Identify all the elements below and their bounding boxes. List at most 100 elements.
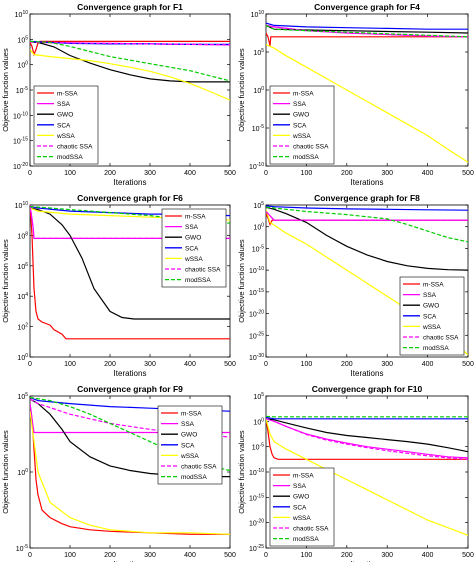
legend-label: GWO xyxy=(181,432,197,439)
series-line-m-ssa xyxy=(266,418,468,460)
legend-label: chaotic SSA xyxy=(185,267,221,274)
legend-label: m-SSA xyxy=(185,214,206,221)
y-tick-label: 100 xyxy=(253,86,264,95)
legend-label: SCA xyxy=(423,313,437,320)
chart-title: Convergence graph for F6 xyxy=(77,193,183,203)
y-tick-label: 10-5 xyxy=(252,124,264,133)
x-tick-label: 400 xyxy=(422,552,434,559)
legend-label: modSSA xyxy=(293,154,319,161)
y-tick-label: 10-20 xyxy=(13,162,28,171)
chart-panel-4: Convergence graph for F8 Iterations Object… xyxy=(237,193,474,378)
legend: m-SSA SSA GWO SCA wSSA chaotic SSA modSSA xyxy=(33,85,99,165)
legend: m-SSA SSA GWO SCA wSSA chaotic SSA modSSA xyxy=(161,208,227,288)
x-tick-label: 400 xyxy=(422,170,434,177)
y-tick-label: 10-25 xyxy=(249,544,264,553)
y-tick-label: 10-5 xyxy=(252,244,264,253)
series-line-sca xyxy=(266,416,468,420)
series-line-modssa xyxy=(30,40,230,82)
series-line-wssa xyxy=(30,411,230,535)
series-line-chaotic-ssa xyxy=(266,24,468,38)
legend-label: wSSA xyxy=(56,133,75,140)
legend-label: wSSA xyxy=(292,515,311,522)
legend-label: GWO xyxy=(57,112,73,119)
x-axis-label: Iterations xyxy=(114,369,147,378)
x-tick-label: 100 xyxy=(64,361,76,368)
x-tick-label: 500 xyxy=(462,170,474,177)
x-axis-label: Iterations xyxy=(351,369,384,378)
x-tick-label: 100 xyxy=(301,552,313,559)
series-line-gwo xyxy=(266,206,468,271)
series-line-modssa xyxy=(266,24,468,38)
legend-label: SSA xyxy=(57,101,71,108)
x-tick-label: 0 xyxy=(264,361,268,368)
chart-title: Convergence graph for F9 xyxy=(77,384,183,394)
x-tick-label: 200 xyxy=(104,361,116,368)
y-axis-label: Objective function values xyxy=(1,239,10,323)
y-tick-label: 105 xyxy=(253,201,264,210)
y-axis-label: Objective function values xyxy=(237,430,246,514)
x-tick-label: 100 xyxy=(64,552,76,559)
chart-panel-1: Convergence graph for F1 Iterations Object… xyxy=(1,2,236,187)
y-tick-label: 10-10 xyxy=(249,266,264,275)
legend-label: SCA xyxy=(293,122,307,129)
y-axis-label: Objective function values xyxy=(1,430,10,514)
y-tick-label: 10-20 xyxy=(249,310,264,319)
legend: m-SSA SSA GWO SCA wSSA chaotic SSA modSSA xyxy=(157,405,223,485)
y-tick-label: 10-20 xyxy=(249,519,264,528)
legend-label: chaotic SSA xyxy=(57,144,93,151)
legend-label: SCA xyxy=(185,245,199,252)
y-tick-label: 10-5 xyxy=(16,544,28,553)
series-line-modssa xyxy=(266,206,468,243)
x-tick-label: 200 xyxy=(104,170,116,177)
y-tick-label: 100 xyxy=(253,417,264,426)
y-tick-label: 1010 xyxy=(15,201,29,210)
chart-title: Convergence graph for F10 xyxy=(312,384,423,394)
x-tick-label: 0 xyxy=(264,552,268,559)
y-tick-label: 104 xyxy=(17,292,28,301)
x-axis-label: Iterations xyxy=(114,560,147,562)
legend: m-SSA SSA GWO SCA wSSA chaotic SSA modSSA xyxy=(269,467,335,547)
y-tick-label: 10-10 xyxy=(249,468,264,477)
chart-panel-3: Convergence graph for F6 Iterations Object… xyxy=(1,193,236,378)
x-tick-label: 300 xyxy=(381,361,393,368)
y-tick-label: 100 xyxy=(17,353,28,362)
series-line-gwo xyxy=(30,41,230,83)
x-tick-label: 500 xyxy=(224,552,236,559)
y-tick-label: 100 xyxy=(17,468,28,477)
y-tick-label: 10-15 xyxy=(13,137,28,146)
series-line-wssa xyxy=(266,418,468,536)
series-line-modssa xyxy=(266,415,468,418)
x-tick-label: 0 xyxy=(28,170,32,177)
legend-label: modSSA xyxy=(181,474,207,481)
y-axis-label: Objective function values xyxy=(237,48,246,132)
legend-label: modSSA xyxy=(423,345,449,352)
y-tick-label: 105 xyxy=(17,392,28,401)
series-line-gwo xyxy=(30,207,230,320)
legend-label: m-SSA xyxy=(423,282,444,289)
x-tick-label: 100 xyxy=(64,170,76,177)
legend-label: wSSA xyxy=(184,256,203,263)
legend-label: wSSA xyxy=(422,324,441,331)
y-tick-label: 105 xyxy=(17,35,28,44)
x-tick-label: 400 xyxy=(422,361,434,368)
y-tick-label: 105 xyxy=(253,48,264,57)
y-tick-label: 10-25 xyxy=(249,331,264,340)
x-tick-label: 300 xyxy=(144,361,156,368)
legend-label: chaotic SSA xyxy=(423,335,459,342)
y-tick-label: 1010 xyxy=(15,10,29,19)
legend-label: wSSA xyxy=(292,133,311,140)
series-line-gwo xyxy=(266,418,468,453)
chart-title: Convergence graph for F8 xyxy=(314,193,420,203)
legend-label: SSA xyxy=(185,224,199,231)
legend-label: SSA xyxy=(181,421,195,428)
y-tick-label: 10-15 xyxy=(249,493,264,502)
y-tick-label: 100 xyxy=(253,223,264,232)
chart-title: Convergence graph for F1 xyxy=(77,2,183,12)
x-tick-label: 0 xyxy=(28,552,32,559)
x-tick-label: 500 xyxy=(462,552,474,559)
series-line-modssa xyxy=(30,205,230,224)
series-line-chaotic-ssa xyxy=(266,418,468,460)
x-tick-label: 400 xyxy=(184,170,196,177)
legend-label: modSSA xyxy=(57,154,83,161)
